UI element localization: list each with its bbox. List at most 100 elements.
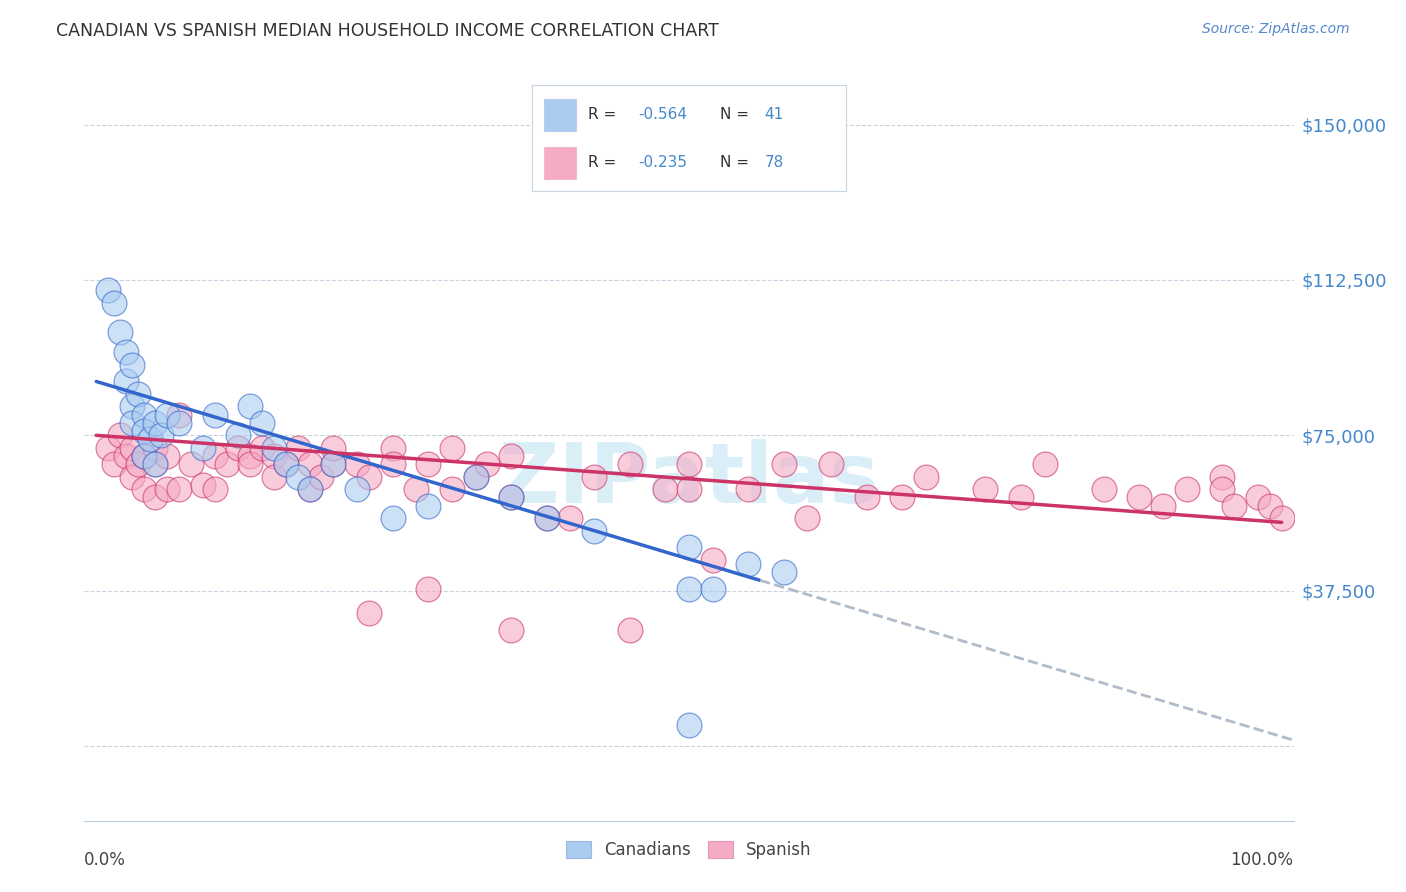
Point — [239, 458, 262, 472]
Point — [239, 400, 262, 414]
Point — [274, 458, 297, 472]
Point — [108, 325, 131, 339]
Point — [855, 491, 877, 505]
Point — [583, 469, 606, 483]
Point — [298, 482, 321, 496]
Point — [127, 458, 149, 472]
Point — [263, 469, 285, 483]
Point — [228, 441, 250, 455]
Point — [1247, 491, 1270, 505]
Point — [167, 408, 190, 422]
Point — [121, 400, 143, 414]
Point — [322, 458, 344, 472]
Point — [274, 458, 297, 472]
Point — [311, 469, 333, 483]
Point — [132, 424, 155, 438]
Point — [678, 458, 700, 472]
Point — [357, 469, 380, 483]
Point — [772, 458, 794, 472]
Point — [820, 458, 842, 472]
Point — [156, 408, 179, 422]
Point — [1223, 499, 1246, 513]
Point — [440, 482, 463, 496]
Point — [678, 540, 700, 554]
Point — [132, 449, 155, 463]
Point — [298, 482, 321, 496]
Point — [501, 623, 523, 637]
Point — [702, 552, 724, 566]
Point — [405, 482, 427, 496]
Point — [678, 482, 700, 496]
Point — [346, 482, 368, 496]
Point — [1092, 482, 1115, 496]
Point — [1271, 511, 1294, 525]
Point — [772, 565, 794, 579]
Point — [239, 449, 262, 463]
Point — [103, 295, 125, 310]
Point — [501, 449, 523, 463]
Point — [167, 416, 190, 430]
Point — [138, 433, 160, 447]
Point — [381, 441, 404, 455]
Point — [145, 458, 167, 472]
Point — [287, 469, 309, 483]
Text: Source: ZipAtlas.com: Source: ZipAtlas.com — [1202, 22, 1350, 37]
Legend: Canadians, Spanish: Canadians, Spanish — [560, 834, 818, 865]
Point — [583, 524, 606, 538]
Point — [536, 511, 558, 525]
Point — [121, 441, 143, 455]
Point — [915, 469, 938, 483]
Point — [418, 458, 440, 472]
Point — [228, 428, 250, 442]
Point — [891, 491, 914, 505]
Point — [121, 416, 143, 430]
Point — [250, 441, 273, 455]
Point — [477, 458, 499, 472]
Point — [167, 482, 190, 496]
Point — [263, 449, 285, 463]
Point — [127, 387, 149, 401]
Point — [145, 491, 167, 505]
Point — [121, 469, 143, 483]
Point — [115, 449, 138, 463]
Point — [132, 482, 155, 496]
Point — [115, 375, 138, 389]
Point — [418, 499, 440, 513]
Point — [121, 358, 143, 372]
Point — [381, 511, 404, 525]
Point — [180, 458, 202, 472]
Point — [501, 491, 523, 505]
Point — [150, 428, 173, 442]
Point — [1152, 499, 1174, 513]
Point — [97, 283, 120, 297]
Point — [322, 458, 344, 472]
Point — [108, 428, 131, 442]
Point — [132, 449, 155, 463]
Point — [97, 441, 120, 455]
Point — [418, 582, 440, 596]
Point — [250, 416, 273, 430]
Point — [145, 441, 167, 455]
Point — [204, 408, 226, 422]
Point — [204, 449, 226, 463]
Point — [1211, 482, 1233, 496]
Point — [1175, 482, 1198, 496]
Point — [974, 482, 997, 496]
Text: 100.0%: 100.0% — [1230, 851, 1294, 869]
Point — [737, 482, 759, 496]
Point — [263, 441, 285, 455]
Point — [145, 458, 167, 472]
Point — [464, 469, 486, 483]
Point — [1211, 469, 1233, 483]
Point — [357, 607, 380, 621]
Point — [191, 478, 214, 492]
Point — [298, 458, 321, 472]
Text: CANADIAN VS SPANISH MEDIAN HOUSEHOLD INCOME CORRELATION CHART: CANADIAN VS SPANISH MEDIAN HOUSEHOLD INC… — [56, 22, 718, 40]
Point — [654, 482, 676, 496]
Point — [1033, 458, 1056, 472]
Point — [1258, 499, 1281, 513]
Point — [103, 458, 125, 472]
Point — [619, 458, 641, 472]
Point — [702, 582, 724, 596]
Point — [501, 491, 523, 505]
